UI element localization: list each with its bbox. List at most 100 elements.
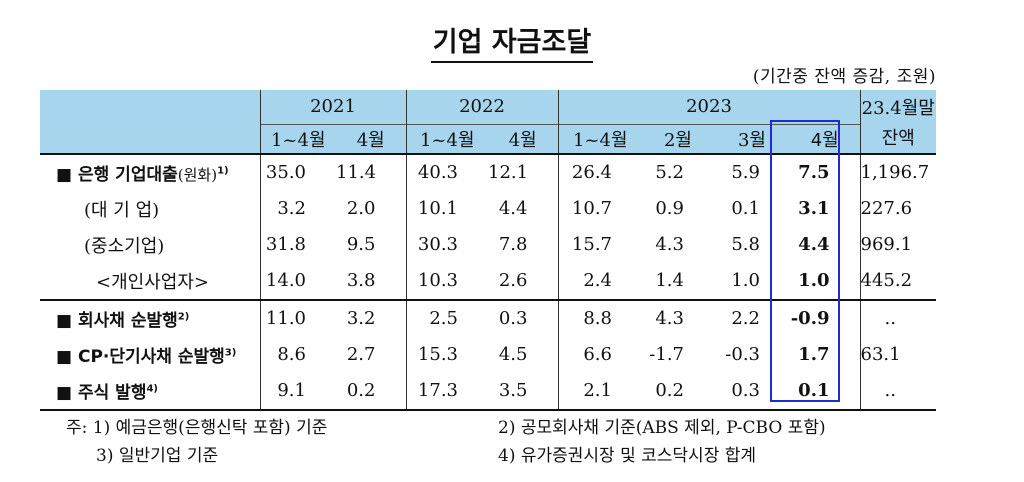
period-2021-jan-apr: 1~4월 — [260, 123, 336, 154]
table-row: (대 기 업) 3.2 2.0 10.1 4.4 10.7 0.9 0.1 3.… — [40, 190, 936, 227]
row-note: (원화) — [177, 166, 218, 184]
cell: 2.5 — [406, 298, 488, 337]
cell: 12.1 — [488, 153, 559, 191]
cell: 17.3 — [406, 372, 488, 411]
cell: 9.5 — [336, 226, 407, 263]
cell: 15.3 — [417, 344, 458, 365]
cell: 5.8 — [731, 234, 760, 255]
cell-balance: 227.6 — [860, 198, 913, 219]
footnote-ref: 1) — [217, 165, 229, 177]
unit-note: (기간중 잔액 증감, 조원) — [752, 67, 936, 87]
cell: 9.1 — [260, 372, 336, 411]
cell-highlight: 1.0 — [790, 262, 861, 300]
cell: 8.8 — [558, 298, 642, 337]
cell-highlight: 7.5 — [790, 153, 861, 191]
cell: -0.3 — [725, 344, 760, 365]
cell: 0.1 — [731, 198, 760, 219]
cell: 0.2 — [336, 372, 407, 411]
cell: 35.0 — [265, 162, 306, 183]
cell: 2.7 — [336, 336, 407, 373]
cell: 10.3 — [417, 270, 458, 291]
table-row: ■ 은행 기업대출(원화)1) 35.0 11.4 40.3 12.1 26.4… — [40, 153, 936, 191]
period-2021-apr: 4월 — [336, 123, 407, 154]
row-label: 은행 기업대출 — [77, 165, 178, 185]
cell: 2.4 — [583, 270, 612, 291]
black-square-icon: ■ — [56, 165, 73, 185]
cell: 11.0 — [260, 298, 336, 337]
table-row: ■ 주식 발행4) 9.1 0.2 17.3 3.5 2.1 0.2 0.3 0… — [40, 372, 936, 411]
april-highlight-box — [770, 120, 840, 402]
cell: 40.3 — [417, 162, 458, 183]
footnote-ref: 4) — [146, 383, 158, 395]
cell-balance: 445.2 — [860, 270, 913, 291]
footnote-2: 2) 공모회사채 기준(ABS 제외, P-CBO 포함) — [498, 418, 826, 438]
row-label: <개인사업자> — [40, 262, 261, 300]
cell-highlight: -0.9 — [790, 298, 861, 337]
cell: 2.6 — [488, 262, 559, 300]
cell-highlight: 0.1 — [790, 372, 861, 411]
cell: 4.3 — [642, 298, 714, 337]
period-2023-jan-apr: 1~4월 — [558, 123, 642, 154]
period-2022-jan-apr: 1~4월 — [406, 123, 488, 154]
cell: 1.0 — [731, 270, 760, 291]
cell: 0.9 — [655, 198, 684, 219]
header-blank — [40, 90, 261, 154]
cell: 14.0 — [265, 270, 306, 291]
table-row: ■ 회사채 순발행2) 11.0 3.2 2.5 0.3 8.8 4.3 2.2… — [40, 298, 936, 337]
cell-highlight: 3.1 — [790, 190, 861, 227]
cell-balance: .. — [860, 298, 936, 337]
cell-highlight: 1.7 — [790, 336, 861, 373]
cell: 26.4 — [571, 162, 612, 183]
cell: 1.4 — [655, 270, 684, 291]
cell-balance: 63.1 — [860, 344, 901, 365]
black-square-icon: ■ — [56, 311, 73, 331]
balance-header-2: 잔액 — [881, 128, 915, 149]
cell-highlight: 4.4 — [790, 226, 861, 263]
row-label: 회사채 순발행 — [77, 311, 178, 331]
cell-balance: 969.1 — [860, 234, 913, 255]
cell: 4.3 — [655, 234, 684, 255]
cell: 3.2 — [277, 198, 306, 219]
row-label: CP·단기사채 순발행 — [77, 347, 225, 367]
black-square-icon: ■ — [56, 383, 73, 403]
period-2023-mar: 3월 — [714, 123, 790, 154]
table-row: <개인사업자> 14.0 3.8 10.3 2.6 2.4 1.4 1.0 1.… — [40, 262, 936, 300]
cell: 10.7 — [571, 198, 612, 219]
period-2023-feb: 2월 — [642, 123, 714, 154]
footnote-1: 주: 1) 예금은행(은행신탁 포함) 기준 — [66, 418, 328, 438]
cell: 6.6 — [583, 344, 612, 365]
row-label: (중소기업) — [40, 226, 261, 263]
cell: 11.4 — [336, 153, 407, 191]
cell: 0.2 — [642, 372, 714, 411]
cell: 2.2 — [714, 298, 790, 337]
header-row-years: 2021 2022 2023 23.4월말 — [40, 90, 936, 154]
year-2023: 2023 — [558, 90, 861, 124]
cell: 8.6 — [277, 344, 306, 365]
cell: 4.4 — [488, 190, 559, 227]
cell: 3.2 — [336, 298, 407, 337]
cell: 30.3 — [417, 234, 458, 255]
table-row: (중소기업) 31.8 9.5 30.3 7.8 15.7 4.3 5.8 4.… — [40, 226, 936, 263]
cell: 3.5 — [488, 372, 559, 411]
period-2022-apr: 4월 — [488, 123, 559, 154]
page-title: 기업 자금조달 — [0, 20, 1024, 63]
row-label: (대 기 업) — [40, 190, 261, 227]
year-2022: 2022 — [406, 90, 559, 124]
black-square-icon: ■ — [56, 347, 73, 367]
footnote-4: 4) 유가증권시장 및 코스닥시장 합계 — [498, 446, 757, 466]
footnote-ref: 2) — [177, 311, 190, 323]
period-2023-apr: 4월 — [790, 123, 861, 154]
cell: 5.2 — [655, 162, 684, 183]
cell: -1.7 — [649, 344, 684, 365]
cell: 0.3 — [714, 372, 790, 411]
year-2021: 2021 — [260, 90, 407, 124]
cell-balance: .. — [860, 372, 936, 411]
footnote-3: 3) 일반기업 기준 — [96, 446, 219, 466]
row-label: 주식 발행 — [77, 383, 147, 403]
cell: 5.9 — [731, 162, 760, 183]
cell: 3.8 — [336, 262, 407, 300]
cell: 7.8 — [488, 226, 559, 263]
cell-balance: 1,196.7 — [860, 162, 930, 183]
footnote-ref: 3) — [224, 347, 237, 359]
cell: 4.5 — [488, 336, 559, 373]
